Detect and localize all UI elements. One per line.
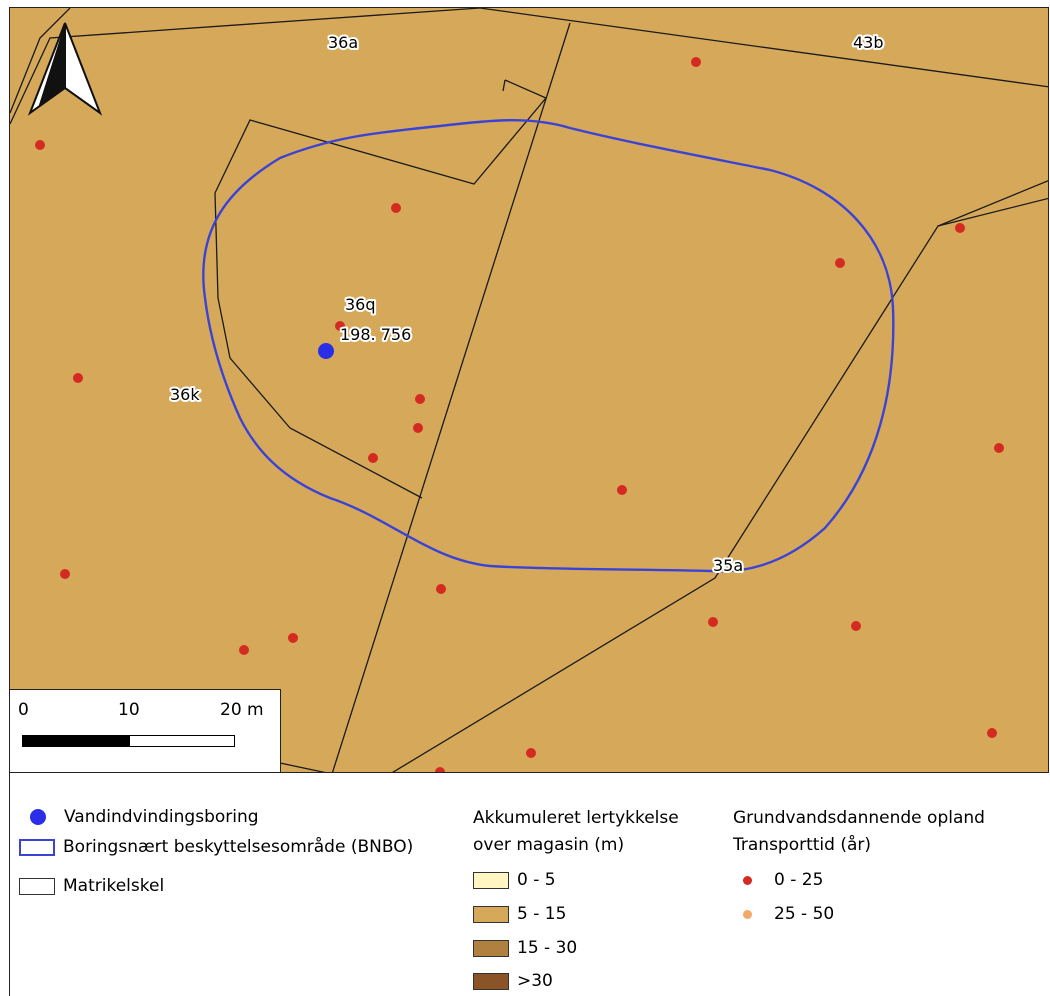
parcel-boundaries	[10, 8, 1048, 772]
parcel-label-43b: 43b	[853, 33, 884, 52]
legend-item-akkum-0: 0 - 5	[473, 870, 556, 890]
parcel-label-36k: 36k	[170, 385, 200, 404]
scale-tick-0: 0	[18, 700, 29, 720]
legend-item-akkum-3: >30	[473, 971, 553, 991]
orange-dot-icon	[743, 909, 752, 919]
transport-point[interactable]	[691, 57, 701, 67]
legend-subtitle-akkumuleret: over magasin (m)	[473, 835, 625, 855]
legend-label-akkum-0: 0 - 5	[517, 870, 556, 890]
legend-label-grund-1: 25 - 50	[774, 904, 835, 924]
legend-title-akkumuleret: Akkumuleret lertykkelse	[473, 808, 679, 828]
parcel-boundary	[479, 8, 1048, 88]
scale-bar: 0 10 20 m	[9, 689, 281, 773]
parcel-boundary	[10, 8, 71, 114]
legend-label-bnbo: Boringsnært beskyttelsesområde (BNBO)	[63, 837, 414, 857]
transport-point[interactable]	[415, 394, 425, 404]
transport-points	[35, 57, 1004, 773]
transport-point[interactable]	[435, 767, 445, 773]
parcel-boundary	[279, 762, 326, 772]
transport-point[interactable]	[73, 373, 83, 383]
parcel-label-35a: 35a	[713, 556, 743, 575]
map-canvas[interactable]: 36a 43b 36q 198. 756 36k 35a	[10, 8, 1049, 773]
legend-item-grund-0: 0 - 25	[743, 870, 823, 890]
red-dot-icon	[743, 875, 752, 885]
transport-point[interactable]	[239, 645, 249, 655]
legend-label-akkum-3: >30	[517, 971, 553, 991]
parcel-boundary	[937, 197, 1048, 227]
well-point[interactable]	[318, 343, 334, 359]
transport-point[interactable]	[994, 443, 1004, 453]
parcel-boundary	[392, 180, 1048, 772]
transport-point[interactable]	[955, 223, 965, 233]
akkum-swatch-icon	[473, 972, 509, 990]
transport-point[interactable]	[708, 617, 718, 627]
scale-segment-black	[22, 735, 130, 747]
legend-item-akkum-2: 15 - 30	[473, 938, 577, 958]
matrikel-swatch-icon	[19, 877, 55, 895]
akkum-swatch-icon	[473, 871, 509, 889]
transport-point[interactable]	[288, 633, 298, 643]
legend-item-grund-1: 25 - 50	[743, 904, 834, 924]
transport-point[interactable]	[368, 453, 378, 463]
scale-tick-20: 20 m	[220, 700, 264, 720]
well-label: 198. 756	[340, 325, 411, 344]
legend-item-well: Vandindvindingsboring	[24, 807, 259, 827]
legend-label-akkum-2: 15 - 30	[517, 938, 578, 958]
north-arrow-icon	[27, 22, 103, 116]
transport-point[interactable]	[617, 485, 627, 495]
legend-label-matrikel: Matrikelskel	[63, 876, 165, 896]
map-frame[interactable]: 36a 43b 36q 198. 756 36k 35a	[9, 7, 1049, 773]
transport-point[interactable]	[526, 748, 536, 758]
transport-point[interactable]	[335, 321, 345, 331]
transport-point[interactable]	[35, 140, 45, 150]
well-dot-icon	[30, 809, 46, 825]
transport-point[interactable]	[60, 569, 70, 579]
transport-point[interactable]	[987, 728, 997, 738]
parcel-boundary	[214, 79, 548, 499]
bnbo-boundary	[202, 119, 895, 573]
parcel-label-36a: 36a	[328, 33, 358, 52]
parcel-boundary	[502, 79, 506, 92]
parcel-boundary	[10, 8, 481, 125]
akkum-swatch-icon	[473, 939, 509, 957]
legend-subtitle-grundvand: Transporttid (år)	[733, 835, 872, 855]
legend-label-akkum-1: 5 - 15	[517, 904, 567, 924]
parcel-boundary	[331, 22, 571, 772]
legend-label-well: Vandindvindingsboring	[64, 807, 259, 827]
scale-segment-white	[129, 735, 235, 747]
scale-tick-10: 10	[118, 700, 140, 720]
transport-point[interactable]	[436, 584, 446, 594]
transport-point[interactable]	[851, 621, 861, 631]
transport-point[interactable]	[835, 258, 845, 268]
akkum-swatch-icon	[473, 905, 509, 923]
transport-point[interactable]	[391, 203, 401, 213]
legend-item-matrikel: Matrikelskel	[19, 876, 164, 896]
legend-item-bnbo: Boringsnært beskyttelsesområde (BNBO)	[19, 837, 413, 857]
legend-title-grundvand: Grundvandsdannende opland	[733, 808, 985, 828]
transport-point[interactable]	[413, 423, 423, 433]
legend: Vandindvindingsboring Boringsnært beskyt…	[9, 773, 1049, 996]
parcel-label-36q: 36q	[345, 295, 376, 314]
legend-item-akkum-1: 5 - 15	[473, 904, 566, 924]
bnbo-swatch-icon	[19, 838, 55, 856]
legend-label-grund-0: 0 - 25	[774, 870, 824, 890]
